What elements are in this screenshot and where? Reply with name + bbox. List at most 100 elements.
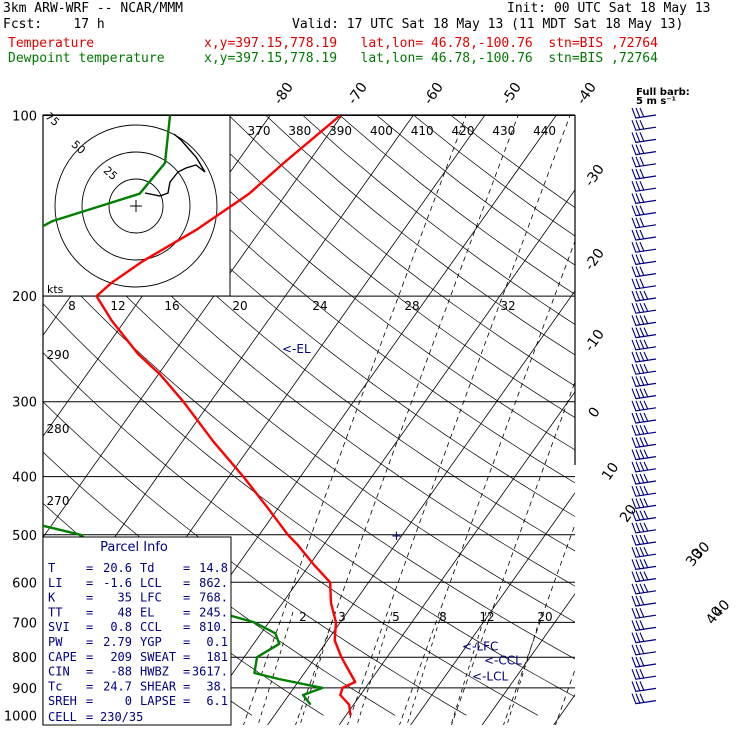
- wind-barb: [639, 302, 645, 313]
- wind-barb: [631, 681, 637, 693]
- hodograph-ring: [108, 178, 164, 234]
- parcel-param-label: PW: [48, 635, 63, 649]
- parcel-param-value: 35: [118, 591, 132, 605]
- wind-barb: [635, 620, 641, 631]
- wind-barb: [639, 424, 645, 435]
- wind-barb: [635, 437, 641, 448]
- wind-barb: [631, 510, 637, 522]
- wind-barb: [635, 327, 641, 338]
- dry-adiabat-line: [117, 115, 575, 484]
- wind-barb: [643, 546, 649, 557]
- moist-adiabat-label: 32: [500, 299, 515, 313]
- parcel-param-label: SREH: [48, 694, 77, 708]
- parcel-param-label: LAPSE: [140, 694, 176, 708]
- parcel-param-label: YGP: [140, 635, 162, 649]
- moist-adiabat-line: [604, 105, 740, 735]
- theta-label: 400: [370, 124, 393, 138]
- wind-barb: [639, 449, 645, 460]
- wind-barb: [631, 559, 637, 571]
- wind-barb: [631, 693, 637, 705]
- wind-barb: [635, 290, 641, 302]
- wind-barb: [639, 510, 645, 521]
- parcel-param-label: Tc: [48, 679, 62, 693]
- pressure-tick-label: 900: [12, 682, 37, 697]
- wind-barb: [639, 644, 645, 655]
- wind-barb: [639, 681, 645, 691]
- wind-barb: [639, 376, 645, 386]
- wind-barb: [635, 351, 641, 363]
- parcel-equals: =: [183, 694, 190, 708]
- mixing-ratio-line: [506, 611, 543, 725]
- dry-adiabat-line: [302, 115, 575, 325]
- wind-barb: [631, 132, 637, 144]
- wind-barb: [639, 522, 645, 533]
- wind-barb: [639, 254, 645, 264]
- wind-barb: [631, 107, 637, 119]
- parcel-param-value: 2.79: [103, 635, 132, 649]
- wind-barb: [639, 278, 645, 289]
- wind-barb: [635, 498, 641, 509]
- parcel-param-label: K: [48, 591, 56, 605]
- wind-barb: [631, 181, 637, 192]
- wind-barb: [635, 400, 641, 411]
- moist-adiabat-label: 12: [110, 299, 125, 313]
- wind-barb: [639, 144, 645, 155]
- parcel-param-label: EL: [140, 605, 154, 619]
- wind-barb: [631, 327, 637, 339]
- mixing-ratio-label: 20: [537, 610, 552, 624]
- wind-barb: [635, 132, 641, 143]
- pressure-tick-label: 800: [12, 651, 37, 666]
- wind-barb: [635, 522, 641, 533]
- wind-barb: [643, 327, 649, 337]
- wind-barb: [639, 412, 645, 423]
- wind-barb: [635, 607, 641, 619]
- level-annotation: <-EL: [282, 342, 311, 356]
- isotherm-label: 0: [586, 404, 604, 420]
- parcel-param-value: 768.: [199, 591, 228, 605]
- wind-barb: [639, 241, 645, 252]
- wind-barb: [639, 193, 645, 203]
- wind-barb: [643, 473, 649, 483]
- wind-barb: [631, 205, 637, 217]
- hodograph-trace: [144, 133, 206, 197]
- wind-barb: [643, 363, 649, 374]
- wind-barb: [639, 583, 645, 594]
- theta-label: 410: [411, 124, 434, 138]
- parcel-param-label: CAPE: [48, 650, 77, 664]
- mixing-ratio-label: 12: [479, 610, 494, 624]
- parcel-param-label: LFC: [140, 591, 162, 605]
- wind-barb: [639, 351, 645, 362]
- isotherm-line: [267, 290, 575, 725]
- wind-barb: [635, 217, 641, 228]
- hodograph-units: kts: [47, 283, 64, 296]
- wind-barb: [643, 315, 649, 325]
- wind-barb: [639, 119, 645, 130]
- wind-barb: [631, 376, 637, 388]
- theta-label: 380: [288, 124, 311, 138]
- wind-barb: [639, 132, 645, 142]
- wind-barb: [635, 193, 641, 204]
- wind-barb: [639, 229, 645, 240]
- dry-adiabat-line: [43, 115, 575, 552]
- wind-barb: [639, 668, 645, 679]
- temperature-location: x,y=397.15,778.19 lat,lon= 46.78,-100.76…: [204, 36, 658, 51]
- temperature-trace: [95, 115, 357, 716]
- wind-barb: [631, 290, 637, 302]
- wind-barb: [635, 571, 641, 582]
- wind-barb: [631, 400, 637, 412]
- wind-barb: [635, 559, 641, 570]
- parcel-info-title: Parcel Info: [100, 540, 168, 555]
- wind-barb: [631, 620, 637, 632]
- mixing-ratio-label: 3: [338, 610, 346, 624]
- parcel-param-value: 24.7: [103, 679, 132, 693]
- dry-adiabat-line: [43, 351, 539, 716]
- parcel-equals: =: [183, 576, 190, 590]
- parcel-equals: =: [183, 665, 190, 679]
- moist-adiabat-label: 28: [404, 299, 419, 313]
- wind-barb: [639, 595, 645, 606]
- isotherm-line: [481, 593, 575, 725]
- pressure-tick-label: 300: [12, 396, 37, 411]
- wind-barb: [635, 656, 641, 668]
- isotherm-line: [195, 189, 575, 725]
